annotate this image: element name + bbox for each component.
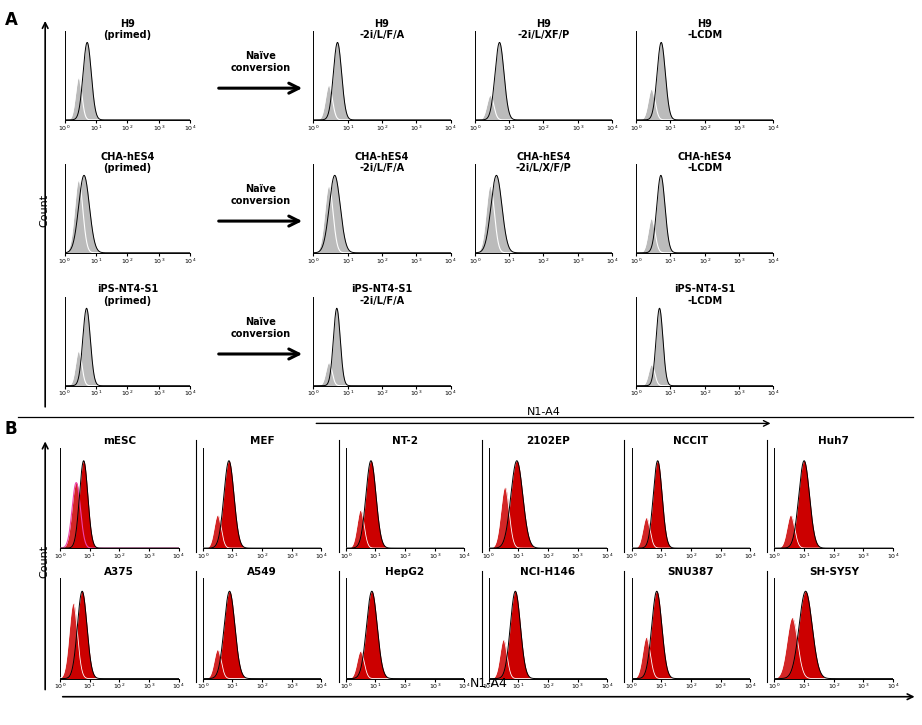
Text: MEF: MEF	[250, 436, 275, 446]
Text: iPS-NT4-S1: iPS-NT4-S1	[97, 284, 158, 294]
Text: A549: A549	[247, 567, 277, 576]
Text: HepG2: HepG2	[385, 567, 425, 576]
Text: Count: Count	[40, 194, 49, 227]
Text: H9: H9	[536, 19, 550, 28]
Text: A375: A375	[104, 567, 135, 576]
Text: 2102EP: 2102EP	[526, 436, 570, 446]
Text: NCI-H146: NCI-H146	[520, 567, 575, 576]
Text: CHA-hES4: CHA-hES4	[100, 152, 155, 162]
Text: -2i/L/X/F/P: -2i/L/X/F/P	[515, 163, 572, 173]
Text: NT-2: NT-2	[392, 436, 418, 446]
Text: H9: H9	[374, 19, 389, 28]
Text: CHA-hES4: CHA-hES4	[516, 152, 571, 162]
Text: iPS-NT4-S1: iPS-NT4-S1	[674, 284, 736, 294]
Text: -2i/L/F/A: -2i/L/F/A	[360, 296, 405, 306]
Text: (primed): (primed)	[103, 30, 151, 40]
Text: (primed): (primed)	[103, 163, 151, 173]
Text: Naïve
conversion: Naïve conversion	[230, 317, 290, 339]
Text: Naïve
conversion: Naïve conversion	[230, 184, 290, 206]
Text: B: B	[5, 420, 18, 439]
Text: mESC: mESC	[102, 436, 136, 446]
Text: N1-A4: N1-A4	[469, 677, 508, 690]
Text: Count: Count	[40, 545, 49, 579]
Text: N1-A4: N1-A4	[526, 407, 561, 417]
Text: NCCIT: NCCIT	[673, 436, 708, 446]
Text: CHA-hES4: CHA-hES4	[355, 152, 409, 162]
Text: Huh7: Huh7	[819, 436, 849, 446]
Text: -LCDM: -LCDM	[687, 30, 722, 40]
Text: Naïve
conversion: Naïve conversion	[230, 51, 290, 72]
Text: H9: H9	[120, 19, 135, 28]
Text: -2i/L/F/A: -2i/L/F/A	[360, 163, 405, 173]
Text: SNU387: SNU387	[668, 567, 715, 576]
Text: -LCDM: -LCDM	[687, 163, 722, 173]
Text: -2i/L/F/A: -2i/L/F/A	[360, 30, 405, 40]
Text: -2i/L/XF/P: -2i/L/XF/P	[517, 30, 570, 40]
Text: H9: H9	[697, 19, 712, 28]
Text: CHA-hES4: CHA-hES4	[678, 152, 732, 162]
Text: (primed): (primed)	[103, 296, 151, 306]
Text: -LCDM: -LCDM	[687, 296, 722, 306]
Text: SH-SY5Y: SH-SY5Y	[809, 567, 858, 576]
Text: A: A	[5, 11, 18, 29]
Text: iPS-NT4-S1: iPS-NT4-S1	[351, 284, 413, 294]
